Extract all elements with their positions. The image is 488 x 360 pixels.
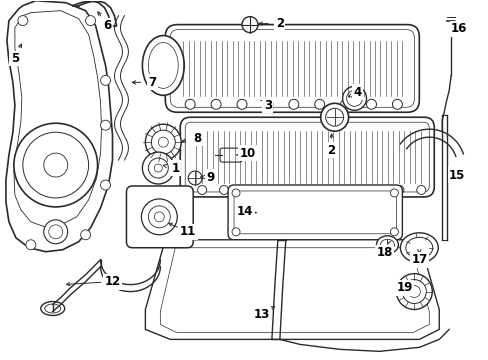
Circle shape bbox=[346, 90, 362, 106]
Text: 15: 15 bbox=[448, 168, 465, 181]
Circle shape bbox=[372, 185, 381, 194]
Text: 5: 5 bbox=[11, 52, 19, 65]
Circle shape bbox=[154, 164, 162, 172]
Circle shape bbox=[145, 124, 181, 160]
Text: 1: 1 bbox=[171, 162, 179, 175]
FancyBboxPatch shape bbox=[165, 24, 419, 112]
Ellipse shape bbox=[376, 236, 398, 254]
Circle shape bbox=[396, 274, 431, 310]
Circle shape bbox=[188, 171, 202, 185]
Circle shape bbox=[44, 220, 67, 244]
Circle shape bbox=[328, 185, 337, 194]
Ellipse shape bbox=[142, 36, 184, 95]
Circle shape bbox=[49, 225, 62, 239]
Circle shape bbox=[350, 185, 359, 194]
Circle shape bbox=[141, 199, 177, 235]
Circle shape bbox=[158, 137, 168, 147]
Circle shape bbox=[237, 99, 246, 109]
Circle shape bbox=[394, 185, 403, 194]
Circle shape bbox=[18, 15, 28, 26]
Circle shape bbox=[325, 108, 343, 126]
Circle shape bbox=[389, 189, 398, 197]
Circle shape bbox=[101, 75, 110, 85]
Circle shape bbox=[288, 99, 298, 109]
Ellipse shape bbox=[148, 42, 178, 88]
Circle shape bbox=[392, 99, 402, 109]
FancyBboxPatch shape bbox=[227, 185, 402, 240]
Text: 19: 19 bbox=[395, 281, 412, 294]
Circle shape bbox=[342, 86, 366, 110]
FancyBboxPatch shape bbox=[126, 186, 193, 248]
Circle shape bbox=[154, 212, 164, 222]
Circle shape bbox=[407, 285, 420, 298]
Text: 3: 3 bbox=[264, 99, 271, 112]
Circle shape bbox=[320, 103, 348, 131]
Text: 11: 11 bbox=[180, 225, 196, 238]
Circle shape bbox=[263, 99, 272, 109]
Circle shape bbox=[232, 189, 240, 197]
Text: 4: 4 bbox=[353, 86, 361, 99]
Circle shape bbox=[101, 120, 110, 130]
FancyBboxPatch shape bbox=[180, 117, 433, 197]
Text: 9: 9 bbox=[205, 171, 214, 184]
Ellipse shape bbox=[45, 304, 61, 313]
Text: 17: 17 bbox=[410, 253, 427, 266]
Circle shape bbox=[211, 99, 221, 109]
Circle shape bbox=[85, 15, 95, 26]
Circle shape bbox=[285, 185, 294, 194]
Polygon shape bbox=[145, 240, 438, 339]
Circle shape bbox=[185, 99, 195, 109]
Ellipse shape bbox=[400, 233, 437, 263]
Circle shape bbox=[219, 185, 228, 194]
Circle shape bbox=[340, 99, 350, 109]
Ellipse shape bbox=[41, 302, 64, 315]
Circle shape bbox=[26, 240, 36, 250]
Circle shape bbox=[263, 185, 272, 194]
FancyBboxPatch shape bbox=[220, 148, 242, 162]
Circle shape bbox=[241, 185, 250, 194]
Circle shape bbox=[148, 158, 168, 178]
Text: 10: 10 bbox=[240, 147, 256, 159]
Circle shape bbox=[148, 206, 170, 228]
Circle shape bbox=[44, 153, 67, 177]
Circle shape bbox=[232, 228, 240, 236]
Ellipse shape bbox=[405, 237, 432, 258]
Circle shape bbox=[242, 17, 258, 32]
Circle shape bbox=[142, 152, 174, 184]
Circle shape bbox=[14, 123, 98, 207]
Circle shape bbox=[81, 230, 90, 240]
Circle shape bbox=[23, 132, 88, 198]
Circle shape bbox=[314, 99, 324, 109]
Text: 14: 14 bbox=[236, 205, 253, 219]
Text: 2: 2 bbox=[327, 144, 335, 157]
Text: 13: 13 bbox=[253, 308, 269, 321]
Polygon shape bbox=[6, 1, 112, 252]
Circle shape bbox=[416, 185, 425, 194]
Circle shape bbox=[306, 185, 316, 194]
Ellipse shape bbox=[380, 239, 394, 250]
Circle shape bbox=[402, 280, 426, 303]
Text: 2: 2 bbox=[275, 17, 284, 30]
Circle shape bbox=[366, 99, 376, 109]
Circle shape bbox=[151, 130, 175, 154]
Text: 7: 7 bbox=[148, 76, 156, 89]
Text: 12: 12 bbox=[104, 275, 121, 288]
Circle shape bbox=[389, 228, 398, 236]
Text: 8: 8 bbox=[193, 132, 201, 145]
Text: 18: 18 bbox=[375, 246, 392, 259]
Text: 16: 16 bbox=[450, 22, 467, 35]
Circle shape bbox=[101, 180, 110, 190]
Circle shape bbox=[197, 185, 206, 194]
Text: 6: 6 bbox=[103, 19, 111, 32]
